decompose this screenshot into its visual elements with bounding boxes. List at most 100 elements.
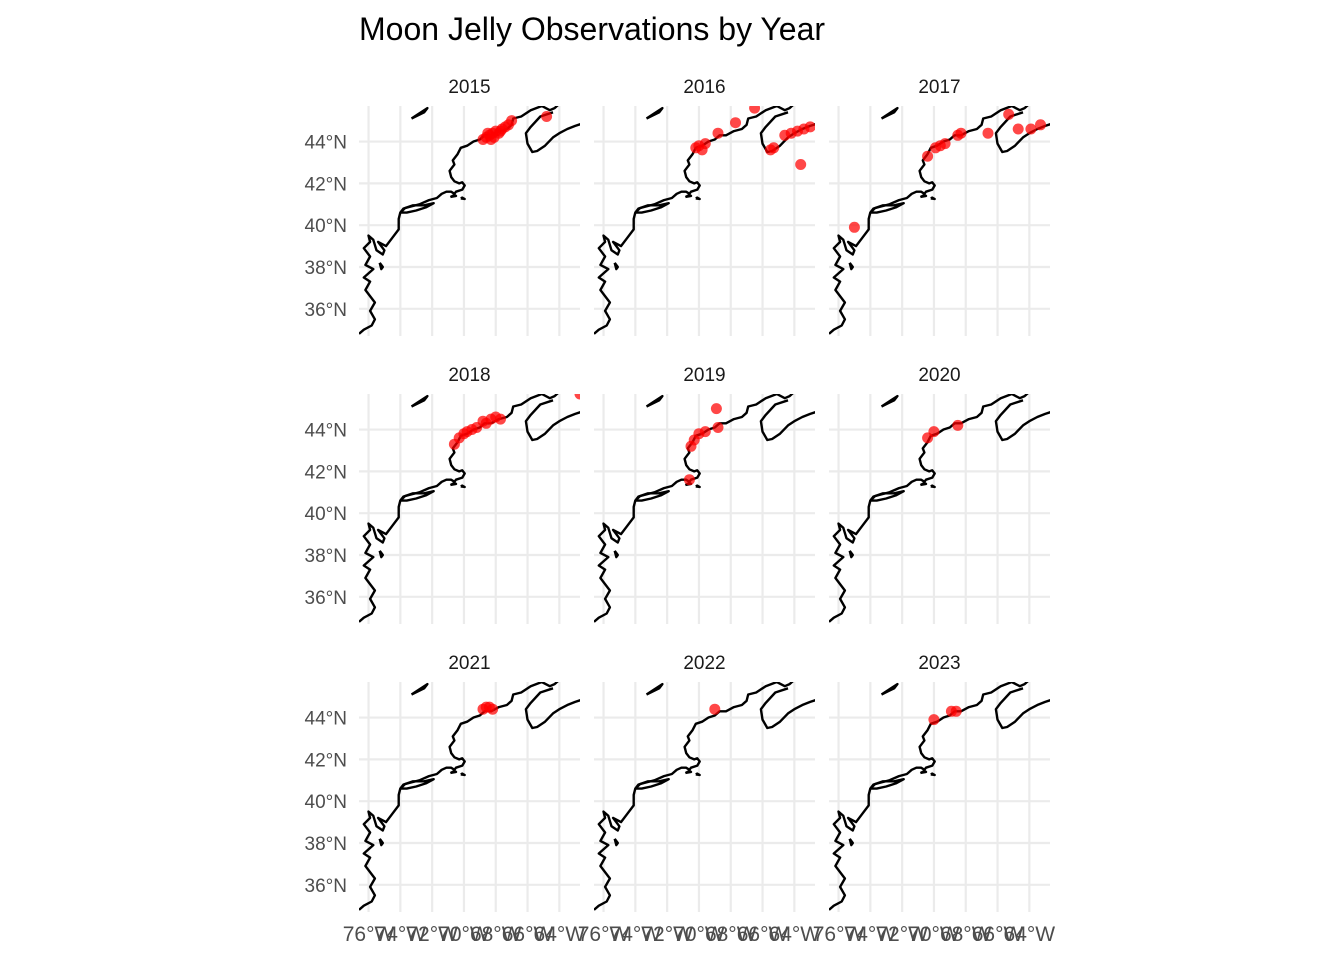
observation-point — [795, 159, 807, 170]
coastline-lake-shore — [645, 682, 664, 696]
facet-label: 2021 — [448, 653, 490, 674]
observation-point — [495, 125, 506, 137]
x-axes: 76°W74°W72°W70°W68°W66°W64°W76°W74°W72°W… — [343, 923, 1056, 946]
x-tick-label: 64°W — [769, 923, 821, 946]
coastline-mainland — [359, 682, 559, 911]
y-tick-label: 42°N — [305, 750, 347, 771]
observation-point — [1025, 123, 1037, 135]
facet-label: 2017 — [918, 77, 960, 98]
facet-label: 2019 — [683, 365, 725, 386]
coastline-island — [449, 481, 458, 487]
observation-point — [485, 134, 497, 145]
coastline-mainland — [829, 682, 1029, 911]
coastline-mainland — [359, 394, 559, 623]
coastline-island — [848, 262, 854, 271]
coastline — [359, 106, 580, 335]
coastline-mainland — [829, 394, 1029, 623]
y-axis-row-3: 36°N 38°N 40°N 42°N 44°N — [305, 709, 347, 897]
facet-2019: 2019 — [594, 365, 815, 624]
coastline-long-island — [399, 778, 435, 790]
observation-point — [1003, 108, 1015, 120]
observation-points — [928, 705, 962, 726]
observation-point — [939, 138, 951, 150]
gridlines — [359, 106, 580, 336]
x-tick-label: 74°W — [845, 923, 897, 946]
coastline-island — [930, 484, 936, 489]
x-tick-label: 76°W — [578, 923, 630, 946]
y-tick-label: 40°N — [305, 792, 347, 813]
coastline-island — [695, 196, 701, 201]
coastline-island — [613, 262, 619, 271]
observation-point — [928, 714, 940, 726]
coastline-lake-shore — [880, 106, 899, 120]
y-tick-label: 40°N — [305, 216, 347, 237]
coastline-island — [460, 196, 466, 201]
coastline-island — [930, 196, 936, 201]
coastline-island — [378, 838, 384, 847]
gridlines — [359, 682, 580, 912]
observation-point — [709, 703, 721, 715]
coastline-island — [919, 193, 928, 199]
coastline-island — [449, 193, 458, 199]
coastline-nova-scotia — [759, 687, 815, 730]
coastline-island — [613, 550, 619, 559]
facet-2018: 2018 — [359, 365, 580, 624]
observation-points — [690, 106, 815, 170]
y-tick-label: 40°N — [305, 504, 347, 525]
facet-label: 2023 — [918, 653, 960, 674]
observation-point — [574, 394, 580, 400]
facet-label: 2022 — [683, 653, 725, 674]
observation-point — [541, 111, 553, 122]
x-tick-label: 72°W — [406, 923, 458, 946]
x-tick-label: 68°W — [940, 923, 992, 946]
coastline-long-island — [634, 202, 670, 214]
coastline-island — [684, 769, 693, 775]
coastline — [594, 682, 815, 911]
coastline-long-island — [869, 202, 905, 214]
observation-point — [928, 426, 940, 438]
coastline-island — [378, 550, 384, 559]
facet-label: 2020 — [918, 365, 960, 386]
coastline-lake-shore — [880, 394, 899, 408]
observation-point — [495, 413, 506, 425]
facet-label: 2018 — [448, 365, 490, 386]
coastline-lake-shore — [410, 394, 429, 408]
observation-point — [1012, 123, 1024, 135]
y-tick-label: 44°N — [305, 133, 347, 154]
observation-points — [922, 419, 964, 444]
observation-point — [712, 127, 724, 139]
coastline-nova-scotia — [524, 111, 580, 154]
observation-point — [982, 127, 994, 139]
coastline-nova-scotia — [524, 687, 580, 730]
facet-label: 2015 — [448, 77, 490, 98]
x-tick-label: 70°W — [673, 923, 725, 946]
coastline-long-island — [634, 490, 670, 502]
x-tick-label: 72°W — [641, 923, 693, 946]
observation-point — [712, 422, 724, 433]
coastline-island — [460, 484, 466, 489]
facet-2017: 2017 — [829, 77, 1050, 336]
coastline-nova-scotia — [994, 111, 1050, 154]
x-tick-label: 70°W — [908, 923, 960, 946]
coastline-mainland — [594, 106, 794, 335]
observation-points — [448, 394, 580, 450]
observation-point — [683, 474, 695, 486]
coastline-mainland — [359, 106, 559, 335]
coastline-lake-shore — [410, 106, 429, 120]
coastline-island — [848, 550, 854, 559]
facet-panels: 2015 2016 2017 2018 2019 2020 2021 2022 2023 — [359, 77, 1050, 912]
y-tick-label: 38°N — [305, 546, 347, 567]
facet-2015: 2015 — [359, 77, 580, 336]
coastline — [359, 394, 580, 623]
x-tick-label: 68°W — [470, 923, 522, 946]
y-axis-row-1: 36°N 38°N 40°N 42°N 44°N — [305, 133, 347, 321]
coastline — [829, 682, 1050, 911]
coastline-nova-scotia — [759, 399, 815, 442]
facet-2023: 2023 — [829, 653, 1050, 912]
observation-point — [922, 150, 934, 162]
gridlines — [594, 682, 815, 912]
y-tick-label: 42°N — [305, 174, 347, 195]
chart-title: Moon Jelly Observations by Year — [359, 11, 825, 47]
